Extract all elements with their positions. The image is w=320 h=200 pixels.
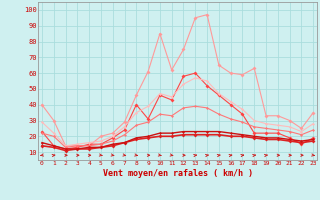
X-axis label: Vent moyen/en rafales ( km/h ): Vent moyen/en rafales ( km/h ) (103, 169, 252, 178)
